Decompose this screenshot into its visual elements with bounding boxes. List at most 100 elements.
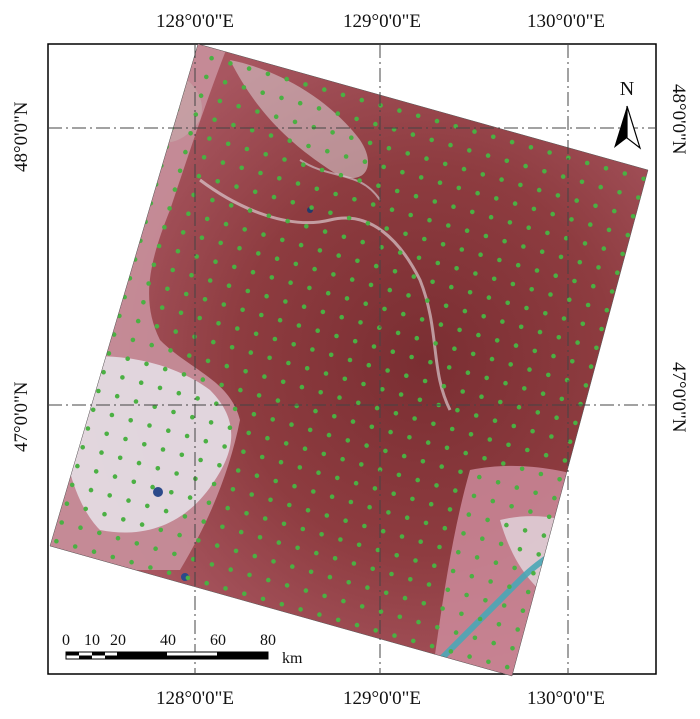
sample-point	[268, 497, 273, 503]
lon-label-bottom-129: 129°0'0"E	[343, 688, 421, 709]
sample-point	[359, 462, 364, 467]
sample-point	[187, 353, 192, 358]
sample-point	[428, 501, 434, 507]
sample-point	[208, 420, 214, 425]
sample-point	[162, 224, 167, 230]
sample-point	[408, 577, 413, 582]
sample-point	[572, 278, 577, 284]
sample-point	[504, 664, 510, 670]
sample-point	[178, 310, 184, 316]
sample-point	[181, 372, 187, 377]
sample-point	[623, 678, 628, 683]
sample-point	[521, 244, 526, 249]
sample-point	[42, 293, 47, 298]
sample-point	[171, 409, 176, 415]
sample-point	[152, 404, 157, 410]
sample-point	[207, 136, 212, 141]
sample-point	[561, 316, 567, 321]
sample-point	[322, 87, 327, 92]
sample-point	[223, 221, 229, 227]
sample-point	[281, 521, 287, 527]
sample-point	[531, 570, 536, 576]
sample-point	[588, 364, 594, 369]
sample-point	[415, 113, 421, 119]
sample-point	[438, 322, 444, 327]
sample-point	[120, 375, 125, 380]
sample-point	[396, 472, 402, 478]
sample-point	[526, 225, 531, 230]
sample-point	[567, 439, 573, 445]
sample-point	[72, 544, 78, 549]
sample-point	[564, 377, 570, 383]
sample-point	[328, 210, 333, 216]
sample-point	[400, 169, 405, 175]
sample-point	[255, 109, 260, 114]
sample-point	[235, 468, 241, 473]
sample-point	[319, 532, 324, 537]
sample-point	[491, 276, 497, 282]
sample-point	[490, 498, 496, 504]
sample-point	[284, 76, 290, 82]
sample-point	[303, 82, 308, 87]
sample-point	[508, 362, 513, 367]
sample-point	[494, 338, 500, 343]
sample-point	[255, 251, 261, 256]
sample-point	[180, 230, 186, 235]
sample-point	[312, 266, 317, 272]
sample-point	[324, 513, 330, 518]
sample-point	[502, 238, 507, 244]
sample-point	[233, 548, 239, 554]
sample-point	[382, 306, 387, 312]
sample-point	[378, 103, 383, 108]
sample-point	[464, 228, 470, 233]
sample-point	[545, 230, 550, 236]
sample-point	[482, 456, 487, 461]
sample-point	[409, 354, 414, 360]
sample-point	[525, 589, 531, 595]
scale-bar-graphic	[65, 651, 269, 660]
sample-point	[657, 120, 662, 125]
sample-point	[91, 549, 97, 554]
sample-point	[541, 533, 547, 538]
sample-point	[364, 443, 369, 448]
sample-point	[130, 337, 136, 343]
sample-point	[416, 255, 422, 261]
sample-point	[229, 345, 235, 350]
sample-point	[196, 538, 201, 543]
sample-point	[41, 515, 46, 520]
sample-point	[172, 187, 178, 192]
sample-point	[335, 475, 340, 481]
sample-point	[276, 540, 282, 545]
sample-point	[212, 117, 217, 122]
sample-point	[362, 159, 368, 164]
sample-point	[522, 528, 528, 533]
sample-point	[319, 167, 325, 173]
sample-point	[249, 492, 254, 497]
sample-point	[554, 415, 559, 421]
sample-point	[451, 204, 456, 209]
sample-point	[378, 609, 384, 614]
sample-point	[410, 496, 415, 502]
scale-tick-20: 20	[110, 632, 126, 649]
sample-point	[262, 516, 268, 521]
sample-point	[388, 429, 393, 435]
sample-point	[300, 526, 306, 532]
sample-point	[478, 252, 483, 257]
sample-point	[489, 356, 495, 362]
sample-point	[598, 184, 603, 190]
sample-point	[599, 326, 604, 332]
sample-point	[415, 477, 421, 483]
sample-point	[439, 464, 445, 469]
sample-point	[555, 193, 561, 198]
sample-point	[540, 391, 546, 397]
sample-point	[344, 296, 350, 301]
sample-point	[399, 534, 405, 539]
sample-point	[583, 383, 589, 388]
sample-point	[83, 506, 88, 512]
sample-point	[473, 413, 479, 418]
sample-point	[241, 85, 247, 90]
sample-point	[350, 419, 356, 424]
north-label: N	[619, 78, 635, 100]
sample-point	[359, 97, 365, 103]
sample-point	[219, 382, 224, 388]
